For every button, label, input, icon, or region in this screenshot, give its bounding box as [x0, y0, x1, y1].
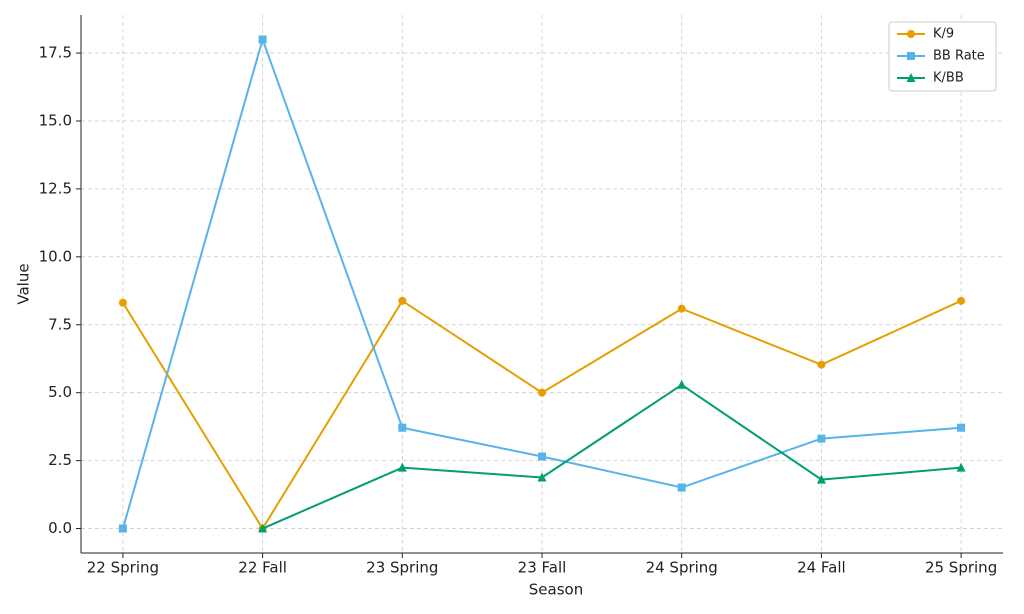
x-axis-label: Season [529, 581, 583, 599]
y-tick-label: 15.0 [39, 111, 72, 129]
y-tick-label: 5.0 [48, 383, 72, 401]
x-tick-label: 23 Spring [366, 559, 438, 577]
marker [817, 360, 826, 369]
series-line [262, 383, 962, 530]
y-tick-label: 7.5 [48, 315, 72, 333]
marker [817, 434, 826, 443]
x-tick-label: 24 Spring [646, 559, 718, 577]
y-tick-label: 12.5 [39, 179, 72, 197]
marker [538, 388, 546, 397]
x-tick-label: 23 Fall [518, 559, 567, 577]
marker [118, 524, 127, 533]
marker [398, 296, 407, 305]
marker [957, 423, 966, 432]
marker [677, 483, 686, 492]
marker [398, 423, 407, 432]
marker [677, 379, 687, 389]
marker [538, 452, 546, 461]
marker [907, 52, 915, 60]
marker [906, 73, 916, 82]
marker [957, 296, 966, 305]
marker [537, 472, 547, 482]
marker [816, 474, 826, 484]
marker [677, 304, 686, 313]
y-tick-label: 17.5 [39, 44, 72, 62]
y-tick-label: 2.5 [48, 451, 72, 469]
legend-label: K/BB [933, 71, 964, 86]
x-tick-label: 22 Fall [238, 559, 287, 577]
legend-label: K/9 [933, 27, 954, 42]
legend-label: BB Rate [933, 49, 985, 64]
y-tick-label: 10.0 [39, 247, 72, 265]
legend: K/9 BB Rate K/BB [888, 21, 997, 92]
marker [907, 30, 915, 38]
marker [258, 35, 267, 44]
marker [118, 298, 127, 307]
x-tick-label: 25 Spring [925, 559, 997, 577]
marker [397, 462, 407, 472]
marker [956, 462, 966, 472]
x-tick-label: 22 Spring [87, 559, 159, 577]
legend-box [888, 21, 997, 92]
x-tick-label: 24 Fall [797, 559, 846, 577]
y-tick-label: 0.0 [48, 519, 72, 537]
marker [258, 523, 268, 533]
y-axis-label: Value [15, 263, 33, 304]
